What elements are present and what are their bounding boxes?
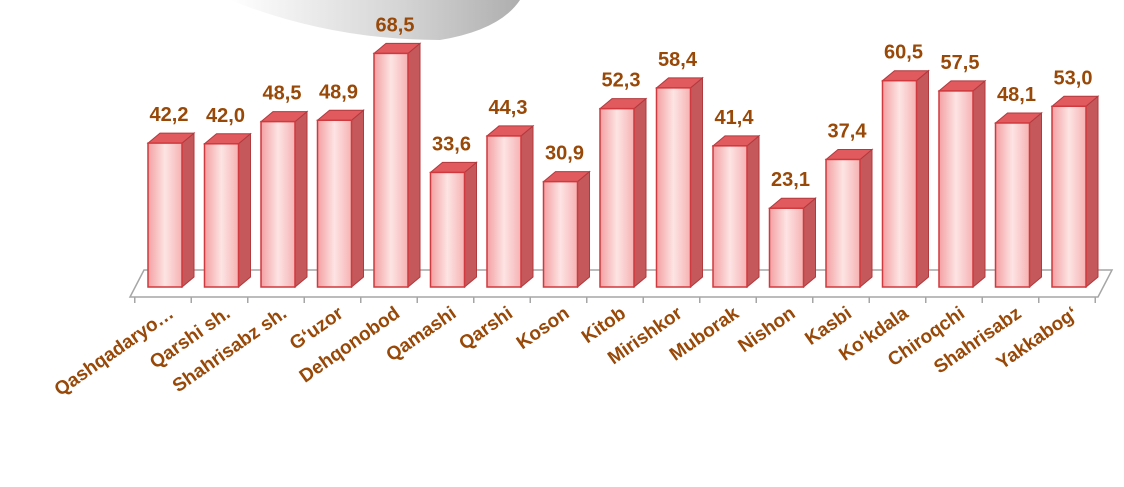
bar-side — [859, 148, 873, 289]
x-tick-label: Koson — [513, 303, 573, 354]
bar-side — [520, 124, 534, 289]
value-label: 68,5 — [376, 14, 415, 36]
bar — [373, 52, 409, 288]
bar-side — [972, 79, 986, 289]
bar — [486, 135, 522, 288]
floor — [128, 269, 1114, 298]
bar-side — [1085, 95, 1099, 289]
bar-side — [351, 109, 364, 289]
bar-side — [803, 197, 816, 289]
value-label: 33,6 — [432, 133, 471, 155]
bar-side — [294, 110, 308, 289]
value-label: 53,0 — [1054, 67, 1093, 89]
value-label: 42,0 — [206, 105, 245, 127]
bar — [938, 90, 974, 288]
value-label: 23,1 — [771, 169, 810, 191]
value-label: 60,5 — [884, 42, 923, 64]
bar — [1051, 105, 1087, 288]
value-label: 44,3 — [489, 97, 528, 119]
bar — [429, 171, 466, 288]
value-label: 57,5 — [941, 52, 980, 74]
bar-side — [238, 132, 251, 289]
bar — [203, 143, 240, 288]
bar — [260, 120, 296, 288]
value-label: 58,4 — [658, 49, 698, 71]
bar — [542, 180, 579, 288]
bar-side — [690, 76, 703, 289]
bar — [881, 79, 918, 288]
value-label: 41,4 — [715, 107, 755, 129]
bar — [655, 87, 692, 288]
bar-side — [633, 97, 647, 289]
value-label: 52,3 — [602, 70, 641, 92]
value-label: 30,9 — [545, 143, 584, 165]
bar-side — [577, 170, 590, 289]
decoration — [230, 0, 520, 40]
x-tick-label: Nishon — [735, 303, 800, 357]
bar — [825, 158, 861, 288]
value-label: 37,4 — [828, 120, 868, 142]
bar-side — [746, 134, 760, 289]
bar-side — [181, 132, 195, 289]
bar — [599, 107, 635, 288]
value-label: 48,5 — [263, 83, 302, 105]
bar — [316, 119, 353, 288]
bar-side — [464, 161, 477, 289]
value-label: 42,2 — [150, 104, 189, 126]
x-tick-label: Qarshi — [456, 303, 517, 355]
value-label: 48,9 — [319, 81, 358, 103]
bar — [994, 122, 1031, 288]
bar-side — [916, 69, 929, 289]
bar — [147, 142, 183, 288]
bar-side — [407, 42, 421, 289]
value-label: 48,1 — [997, 84, 1036, 106]
bar-side — [1029, 111, 1042, 289]
bar — [712, 145, 748, 288]
bar — [768, 207, 805, 288]
